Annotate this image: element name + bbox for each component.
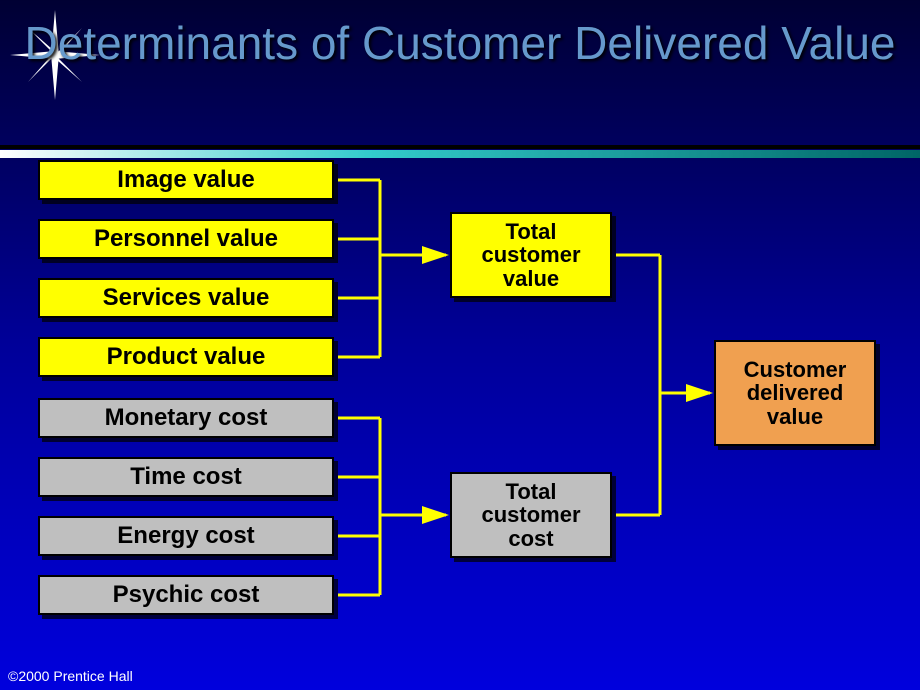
value-box-services: Services value [38, 278, 334, 318]
value-box-product: Product value [38, 337, 334, 377]
copyright-text: ©2000 Prentice Hall [8, 668, 133, 684]
title-underline [0, 150, 920, 158]
value-box-image: Image value [38, 160, 334, 200]
page-title: Determinants of Customer Delivered Value [0, 18, 920, 69]
cost-box-energy: Energy cost [38, 516, 334, 556]
value-box-personnel: Personnel value [38, 219, 334, 259]
cost-box-monetary: Monetary cost [38, 398, 334, 438]
total-cost-box: Total customer cost [450, 472, 612, 558]
cost-box-psychic: Psychic cost [38, 575, 334, 615]
total-value-box: Total customer value [450, 212, 612, 298]
result-box: Customer delivered value [714, 340, 876, 446]
black-bar [0, 145, 920, 149]
cost-box-time: Time cost [38, 457, 334, 497]
